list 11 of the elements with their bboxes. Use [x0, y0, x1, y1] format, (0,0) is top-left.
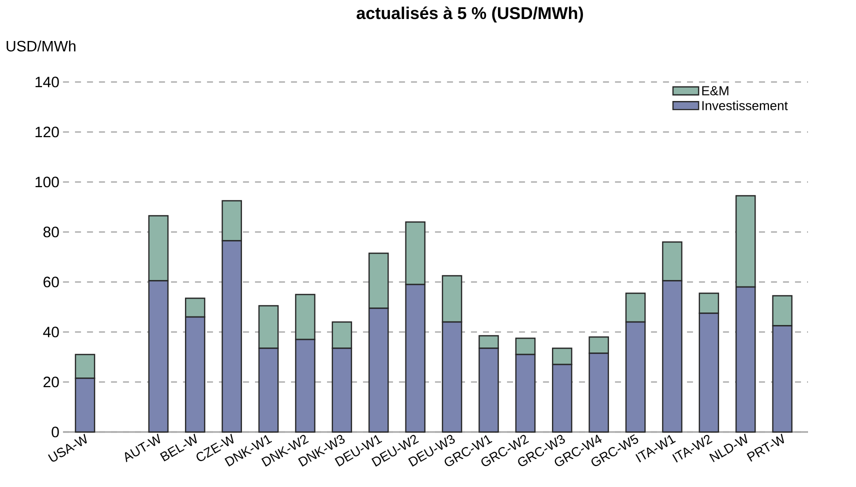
y-tick-label: 60 [44, 276, 59, 288]
y-tick-label: 140 [36, 76, 59, 88]
y-axis-title: USD/MWh [6, 40, 76, 52]
y-tick-label: 100 [36, 176, 59, 188]
legend-label: Investissement [702, 100, 788, 110]
y-tick-label: 40 [43, 326, 59, 338]
y-tick-label: 20 [44, 376, 59, 388]
y-tick-label: 120 [36, 126, 59, 138]
legend-label: E&M [702, 86, 728, 96]
chart-title: actualisés à 5 % (USD/MWh) [356, 6, 583, 23]
y-tick-label: 80 [43, 226, 59, 238]
